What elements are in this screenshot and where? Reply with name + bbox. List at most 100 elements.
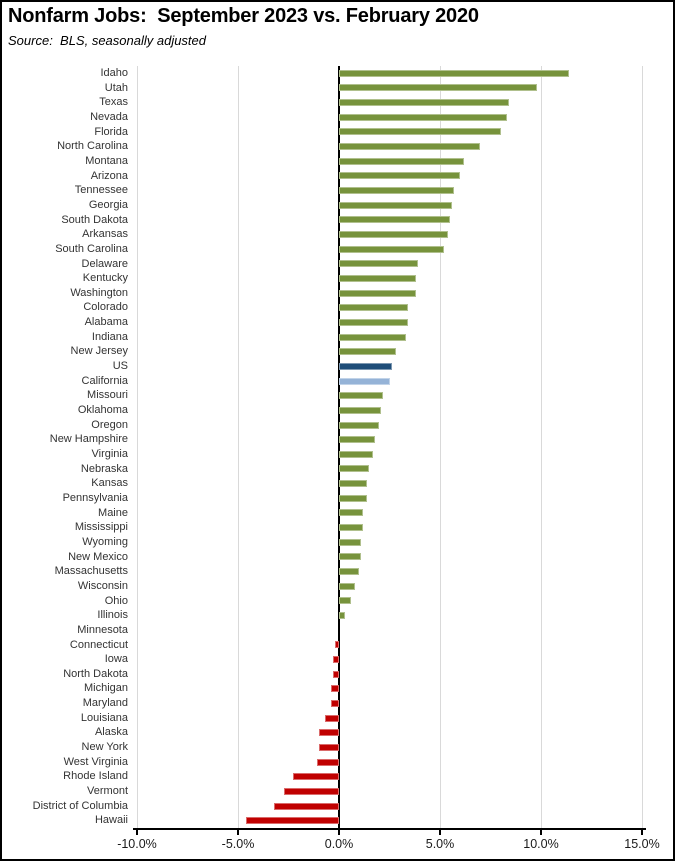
- bar-colorado: [339, 304, 408, 312]
- bar-ohio: [339, 597, 352, 605]
- category-label-california: California: [81, 374, 128, 387]
- bar-tennessee: [339, 187, 455, 195]
- bar-arizona: [339, 172, 461, 180]
- category-label-district-of-columbia: District of Columbia: [32, 799, 128, 812]
- bar-us: [339, 362, 392, 370]
- category-label-west-virginia: West Virginia: [63, 755, 128, 768]
- zero-axis-line: [338, 66, 340, 828]
- bar-oklahoma: [339, 406, 382, 414]
- bar-wyoming: [339, 538, 362, 546]
- x-axis-tick: [136, 828, 138, 835]
- category-label-new-jersey: New Jersey: [70, 345, 128, 358]
- chart-source: Source: BLS, seasonally adjusted: [8, 33, 207, 48]
- x-tick-label: -5.0%: [221, 837, 255, 851]
- bar-nevada: [339, 113, 507, 121]
- x-axis-tick: [641, 828, 643, 835]
- category-label-florida: Florida: [94, 125, 128, 138]
- bar-mississippi: [339, 524, 364, 532]
- category-label-new-mexico: New Mexico: [68, 550, 128, 563]
- category-label-utah: Utah: [104, 81, 128, 94]
- category-label-north-dakota: North Dakota: [63, 667, 128, 680]
- category-label-tennessee: Tennessee: [74, 184, 128, 197]
- category-label-rhode-island: Rhode Island: [63, 770, 128, 783]
- gridline: [137, 66, 138, 828]
- bar-south-carolina: [339, 245, 445, 253]
- category-label-arizona: Arizona: [90, 169, 128, 182]
- bar-nebraska: [339, 465, 370, 473]
- bar-idaho: [339, 69, 570, 77]
- chart-title: Nonfarm Jobs: September 2023 vs. Februar…: [8, 5, 479, 27]
- bar-iowa: [332, 655, 339, 663]
- category-label-hawaii: Hawaii: [94, 814, 128, 827]
- bar-missouri: [339, 392, 384, 400]
- bar-california: [339, 377, 390, 385]
- category-label-nebraska: Nebraska: [80, 462, 128, 475]
- category-label-connecticut: Connecticut: [69, 638, 128, 651]
- gridline: [541, 66, 542, 828]
- category-label-colorado: Colorado: [83, 301, 128, 314]
- bar-texas: [339, 99, 509, 107]
- category-label-texas: Texas: [99, 96, 128, 109]
- category-label-wisconsin: Wisconsin: [77, 579, 128, 592]
- category-label-oklahoma: Oklahoma: [77, 404, 128, 417]
- x-tick-label: 5.0%: [425, 837, 455, 851]
- bar-vermont: [284, 787, 339, 795]
- category-label-georgia: Georgia: [88, 198, 128, 211]
- bar-arkansas: [339, 231, 449, 239]
- bar-georgia: [339, 201, 453, 209]
- category-label-alabama: Alabama: [84, 316, 128, 329]
- bar-washington: [339, 289, 416, 297]
- bar-wisconsin: [339, 582, 356, 590]
- category-label-south-dakota: South Dakota: [61, 213, 128, 226]
- category-label-new-york: New York: [81, 741, 128, 754]
- bar-north-carolina: [339, 143, 481, 151]
- x-axis-tick: [237, 828, 239, 835]
- bar-indiana: [339, 333, 406, 341]
- category-label-alaska: Alaska: [94, 726, 128, 739]
- category-label-washington: Washington: [70, 286, 128, 299]
- bar-new-hampshire: [339, 436, 376, 444]
- category-label-idaho: Idaho: [100, 67, 128, 79]
- category-label-north-carolina: North Carolina: [57, 140, 128, 153]
- category-label-louisiana: Louisiana: [80, 711, 128, 724]
- category-label-delaware: Delaware: [81, 257, 128, 270]
- category-label-arkansas: Arkansas: [82, 228, 128, 241]
- category-label-oregon: Oregon: [91, 418, 128, 431]
- bar-north-dakota: [332, 670, 339, 678]
- category-label-iowa: Iowa: [104, 653, 128, 666]
- gridline: [642, 66, 643, 828]
- category-label-nevada: Nevada: [90, 110, 128, 123]
- bar-illinois: [339, 612, 346, 620]
- bar-kansas: [339, 480, 368, 488]
- bar-new-jersey: [339, 348, 396, 356]
- bar-michigan: [330, 685, 339, 693]
- bar-connecticut: [334, 641, 339, 649]
- bar-new-mexico: [339, 553, 362, 561]
- category-label-ohio: Ohio: [104, 594, 128, 607]
- category-label-vermont: Vermont: [87, 785, 128, 798]
- category-label-maryland: Maryland: [82, 697, 128, 710]
- gridline: [238, 66, 239, 828]
- bar-south-dakota: [339, 216, 451, 224]
- bar-florida: [339, 128, 501, 136]
- bar-west-virginia: [316, 758, 339, 766]
- bar-montana: [339, 157, 465, 165]
- bar-oregon: [339, 421, 380, 429]
- bar-new-york: [318, 743, 339, 751]
- category-label-massachusetts: Massachusetts: [54, 565, 128, 578]
- x-axis-tick: [338, 828, 340, 835]
- category-label-michigan: Michigan: [83, 682, 128, 695]
- category-label-missouri: Missouri: [87, 389, 128, 402]
- bar-utah: [339, 84, 537, 92]
- bar-maine: [339, 509, 364, 517]
- bar-virginia: [339, 450, 374, 458]
- x-tick-label: -10.0%: [117, 837, 157, 851]
- category-label-us: US: [112, 360, 128, 373]
- category-label-south-carolina: South Carolina: [55, 242, 128, 255]
- category-label-new-hampshire: New Hampshire: [49, 433, 128, 446]
- bar-louisiana: [324, 714, 339, 722]
- category-label-pennsylvania: Pennsylvania: [62, 491, 128, 504]
- bar-maryland: [330, 699, 339, 707]
